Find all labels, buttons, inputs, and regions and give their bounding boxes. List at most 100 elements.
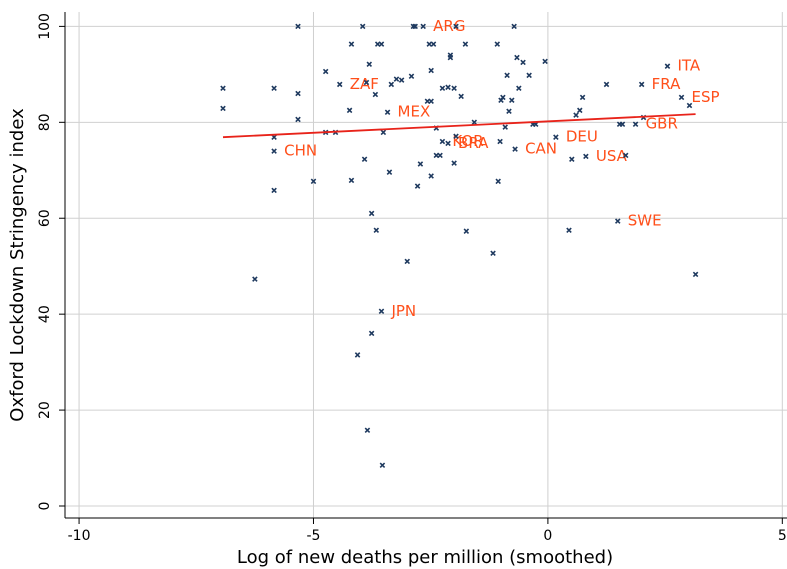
point-label: DEU	[566, 128, 598, 146]
point-label: GBR	[646, 115, 678, 133]
point	[614, 218, 621, 224]
y-tick-label: 60	[37, 209, 53, 227]
point	[453, 133, 459, 139]
point	[577, 107, 583, 114]
y-tick-label: 40	[37, 305, 53, 323]
point	[439, 138, 446, 145]
point	[359, 23, 366, 30]
point	[579, 94, 586, 101]
point	[428, 173, 434, 179]
point	[516, 85, 522, 92]
point	[346, 107, 353, 114]
y-tick-label: 20	[37, 401, 53, 419]
point	[664, 63, 671, 69]
point	[379, 462, 386, 469]
y-axis-title: Oxford Lockdown Stringency index	[7, 108, 28, 422]
point	[384, 109, 391, 116]
point	[426, 41, 433, 47]
point	[393, 76, 400, 82]
point	[497, 138, 503, 145]
point-label: BRA	[458, 134, 489, 152]
point	[220, 105, 226, 112]
point-label: JPN	[390, 302, 416, 320]
y-tick-label: 100	[37, 13, 53, 40]
point	[566, 227, 572, 233]
point	[348, 41, 355, 47]
point-label: SWE	[628, 212, 662, 230]
point	[506, 108, 512, 115]
point-label: USA	[596, 147, 628, 165]
point	[619, 121, 626, 127]
x-tick-label: -5	[306, 528, 320, 544]
fit-line	[222, 113, 696, 139]
point	[520, 59, 526, 66]
point	[526, 72, 532, 79]
point-label: MEX	[398, 103, 431, 121]
point	[368, 330, 375, 337]
point	[504, 72, 510, 79]
point	[494, 41, 501, 47]
point	[471, 119, 478, 126]
x-tick-label: 5	[778, 528, 787, 544]
point	[363, 79, 370, 86]
point	[295, 90, 301, 97]
point	[271, 134, 277, 140]
point	[447, 54, 454, 61]
point	[430, 41, 437, 47]
point	[372, 91, 379, 98]
point	[271, 187, 277, 194]
point	[451, 160, 457, 166]
point	[388, 81, 395, 88]
point	[398, 77, 405, 83]
point	[354, 352, 361, 358]
point-label: KOR	[452, 132, 483, 150]
point	[453, 23, 459, 30]
point	[386, 169, 393, 175]
point-label: CHN	[284, 142, 317, 160]
point	[310, 178, 317, 185]
point	[638, 81, 645, 88]
point	[573, 112, 579, 118]
point	[295, 23, 301, 30]
point	[348, 177, 355, 184]
point	[404, 258, 411, 265]
point	[603, 81, 610, 88]
point	[366, 61, 373, 68]
point	[553, 134, 559, 140]
point	[458, 93, 464, 100]
point	[414, 183, 421, 189]
point	[692, 271, 699, 278]
point	[500, 94, 506, 101]
point	[271, 148, 277, 154]
point	[322, 68, 329, 75]
point-label: ARG	[433, 17, 465, 35]
point	[378, 308, 385, 315]
point	[420, 23, 426, 30]
point	[361, 156, 368, 163]
x-axis-title: Log of new deaths per million (smoothed)	[237, 547, 613, 568]
point	[336, 81, 343, 88]
y-tick-label: 80	[37, 113, 53, 131]
point	[428, 98, 434, 104]
x-tick-label: 0	[543, 528, 552, 544]
point	[511, 23, 517, 30]
point	[509, 97, 515, 104]
point	[445, 84, 451, 91]
point	[462, 41, 469, 47]
point	[542, 58, 548, 65]
point	[428, 67, 434, 74]
point	[378, 41, 385, 47]
point	[408, 73, 415, 80]
point	[686, 102, 693, 109]
point-label: CAN	[525, 140, 557, 158]
point	[220, 85, 226, 92]
point	[368, 210, 375, 217]
point	[412, 23, 418, 30]
point	[495, 178, 501, 185]
x-tick-label: -10	[68, 528, 91, 544]
point	[512, 146, 518, 152]
point-label: ESP	[692, 88, 720, 106]
point-label: FRA	[652, 75, 681, 93]
point	[632, 121, 639, 127]
